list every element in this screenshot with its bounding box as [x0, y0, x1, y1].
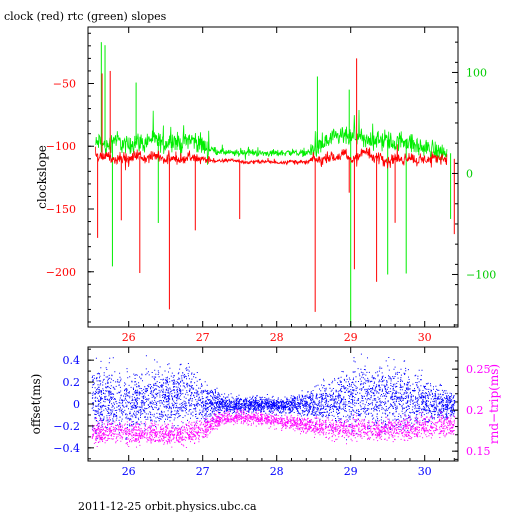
rndtrip-y-tick-label-2: 0.15 — [466, 445, 491, 458]
offset-y-tick-label-0: 0.4 — [63, 354, 81, 367]
offset-x-tick-label-4: 30 — [418, 465, 432, 478]
footer-caption: 2011-12-25 orbit.physics.ubc.ca — [78, 500, 257, 512]
offset-x-tick-label-2: 28 — [270, 465, 284, 478]
slope-x-tick-label-3: 29 — [344, 331, 358, 344]
chart-title: clock (red) rtc (green) slopes — [4, 10, 167, 23]
offset-y-tick-label-2: 0 — [73, 398, 80, 411]
series-clock-line — [95, 144, 448, 171]
slope-series-layer — [95, 42, 455, 327]
slope-y2-tick-label-0: 100 — [466, 66, 487, 79]
series-offset-points — [91, 353, 456, 441]
offset-series-layer — [91, 353, 456, 448]
slope-x-tick-label-2: 28 — [270, 331, 284, 344]
slope-x-tick-label-1: 27 — [196, 331, 210, 344]
offset-y-tick-label-4: −0.4 — [53, 442, 80, 455]
slope-axes: 26 27 28 29 30 −50 −100 −150 −200 100 0 −100 — [46, 27, 496, 344]
rndtrip-y-tick-label-0: 0.25 — [466, 363, 491, 376]
offset-axis-label: offset(ms) — [29, 374, 43, 435]
slope-x-tick-label-4: 30 — [418, 331, 432, 344]
slope-y2-tick-label-1: 0 — [466, 167, 473, 180]
slope-panel: 26 27 28 29 30 −50 −100 −150 −200 100 0 −100 clocks… — [35, 26, 496, 344]
slope-y-tick-label-1: −100 — [46, 140, 76, 153]
series-rndtrip-points — [91, 408, 456, 448]
rndtrip-axis-label: rnd−trip(ms) — [487, 364, 501, 444]
slope-y-tick-label-3: −200 — [46, 266, 76, 279]
offset-x-tick-label-3: 29 — [344, 465, 358, 478]
slope-x-tick-label-0: 26 — [122, 331, 136, 344]
offset-y-tick-label-1: 0.2 — [63, 376, 81, 389]
slope-y-tick-label-2: −150 — [46, 203, 76, 216]
offset-y-tick-label-3: −0.2 — [53, 420, 80, 433]
offset-x-tick-label-0: 26 — [122, 465, 136, 478]
rndtrip-y-tick-label-1: 0.2 — [466, 404, 484, 417]
series-rtc-line — [95, 109, 448, 165]
slope-y-tick-label-0: −50 — [53, 77, 76, 90]
offset-axes: 26 27 28 29 30 0.4 0.2 0 −0.2 −0.4 0.25 0.2 0.15 — [53, 347, 491, 478]
clockslope-axis-label: clockslope — [35, 145, 49, 209]
offset-x-tick-label-1: 27 — [196, 465, 210, 478]
slope-panel-frame — [87, 26, 459, 328]
offset-panel: 26 27 28 29 30 0.4 0.2 0 −0.2 −0.4 0.25 0.2 0.15 off… — [29, 346, 501, 478]
slope-y2-tick-label-2: −100 — [466, 268, 496, 281]
